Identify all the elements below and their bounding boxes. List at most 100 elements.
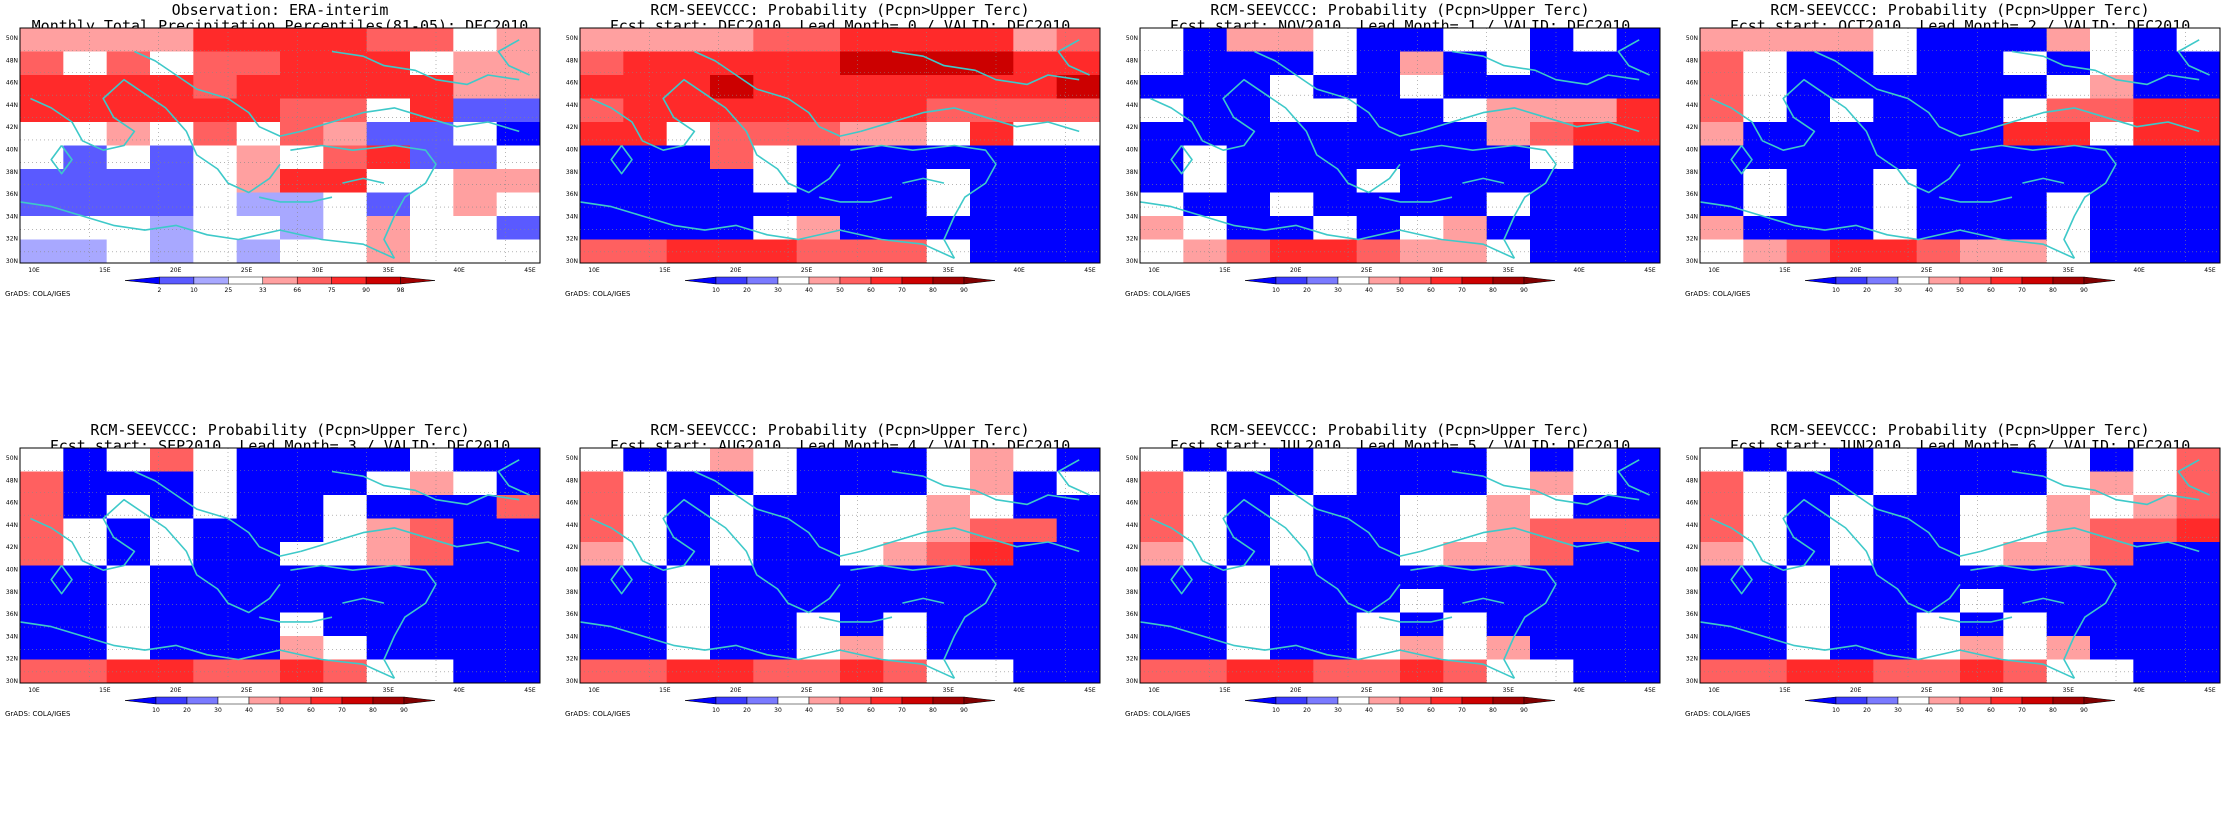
grid-cell [106, 98, 151, 123]
grid-cell [1356, 495, 1401, 519]
grid-cell [2003, 612, 2048, 637]
longitude-label: 45E [1084, 267, 1096, 274]
latitude-label: 48N [1126, 57, 1138, 64]
grid-cell [1916, 239, 1961, 264]
grid-cell [1916, 471, 1961, 496]
grid-cell [1616, 542, 1661, 566]
grid-cell [453, 448, 498, 472]
grid-cell [580, 542, 624, 566]
grid-cell [883, 495, 928, 519]
grid-cell [2176, 122, 2221, 146]
grid-cell [666, 98, 711, 123]
latitude-label: 48N [566, 57, 578, 64]
grid-cell [1830, 75, 1874, 99]
grid-cell [2003, 122, 2048, 146]
grid-cell [1700, 518, 1744, 543]
grid-cell [840, 169, 884, 193]
grid-cell [453, 495, 498, 519]
grid-cell [710, 75, 754, 99]
grid-cell [753, 659, 798, 684]
colorbar-segment [1990, 276, 2023, 285]
coastline [819, 196, 893, 203]
coastline [1410, 564, 1557, 679]
grid-cell [1700, 495, 1744, 519]
grid-cell [1873, 239, 1918, 264]
grid-cell [1743, 659, 1788, 684]
grid-cell [1573, 169, 1618, 193]
grid-cell [410, 495, 454, 519]
grid-cell [1573, 216, 1618, 240]
grid-cell [2090, 75, 2134, 99]
grid-cell [366, 565, 411, 590]
latitude-label: 30N [566, 678, 578, 685]
longitude-label: 40E [453, 267, 465, 274]
grid-cell [1486, 122, 1531, 146]
grid-cell [150, 612, 194, 637]
grid-cell [753, 448, 798, 472]
latitude-label: 48N [1126, 477, 1138, 484]
grid-cell [580, 75, 624, 99]
grid-cell [20, 495, 64, 519]
grid-cell [623, 51, 668, 76]
coastline [1814, 50, 1981, 137]
grid-cell [1056, 192, 1101, 217]
grid-cell [2003, 448, 2048, 472]
grid-cell [1140, 169, 1184, 193]
grid-cell [2003, 239, 2048, 264]
grid-cell [63, 636, 108, 660]
grid-cell [1916, 612, 1961, 637]
colorbar-label: 66 [293, 287, 301, 294]
grid-cell [970, 636, 1014, 660]
grid-cell [1743, 51, 1788, 76]
coastline [30, 498, 281, 614]
grid-cell [2176, 145, 2221, 170]
grid-cell [323, 239, 368, 264]
grid-cell [2133, 169, 2178, 193]
grid-cell [280, 448, 324, 472]
grid-cell [236, 448, 281, 472]
latitude-label: 34N [1686, 633, 1698, 640]
longitude-label: 10E [28, 267, 40, 274]
grid-cell [496, 659, 541, 684]
grid-cell [1530, 542, 1574, 566]
grid-cell [580, 28, 624, 52]
grid-cell [1960, 636, 2004, 660]
grid-cell [1183, 495, 1228, 519]
colorbar-label: 70 [898, 707, 906, 714]
grid-cell [1226, 145, 1271, 170]
longitude-label: 15E [659, 687, 671, 694]
grid-cell [1573, 565, 1618, 590]
grid-cell [1616, 636, 1661, 660]
colorbar-label: 70 [1458, 707, 1466, 714]
grid-cell [1960, 565, 2004, 590]
latitude-label: 44N [6, 522, 18, 529]
map-frame [19, 447, 541, 684]
grid-cell [666, 589, 711, 613]
grid-cell [323, 169, 368, 193]
grid-cell [20, 636, 64, 660]
grid-cell [366, 145, 411, 170]
colorbar-segment [155, 696, 188, 705]
colorbar-segment [870, 696, 903, 705]
grid-cell [2176, 471, 2221, 496]
grid-cell [1226, 122, 1271, 146]
grid-cell [580, 518, 624, 543]
grid-cell [1356, 565, 1401, 590]
grid-cell [150, 239, 194, 264]
coastline [1254, 50, 1421, 137]
grid-cell [1400, 216, 1444, 240]
grid-cell [2090, 239, 2134, 264]
coastline [290, 144, 437, 259]
grid-cell [63, 448, 108, 472]
grid-cell [2003, 659, 2048, 684]
grid-cell [710, 169, 754, 193]
grid-cell [366, 448, 411, 472]
grid-cell [1140, 51, 1184, 76]
grid-cell [280, 98, 324, 123]
latitude-label: 32N [1126, 236, 1138, 243]
colorbar-segment [777, 696, 810, 705]
grid-cell [1700, 98, 1744, 123]
grid-cell [410, 28, 454, 52]
grid-cell [1743, 471, 1788, 496]
